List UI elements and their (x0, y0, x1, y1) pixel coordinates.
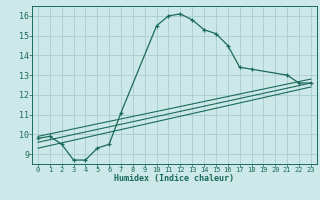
X-axis label: Humidex (Indice chaleur): Humidex (Indice chaleur) (115, 174, 234, 183)
